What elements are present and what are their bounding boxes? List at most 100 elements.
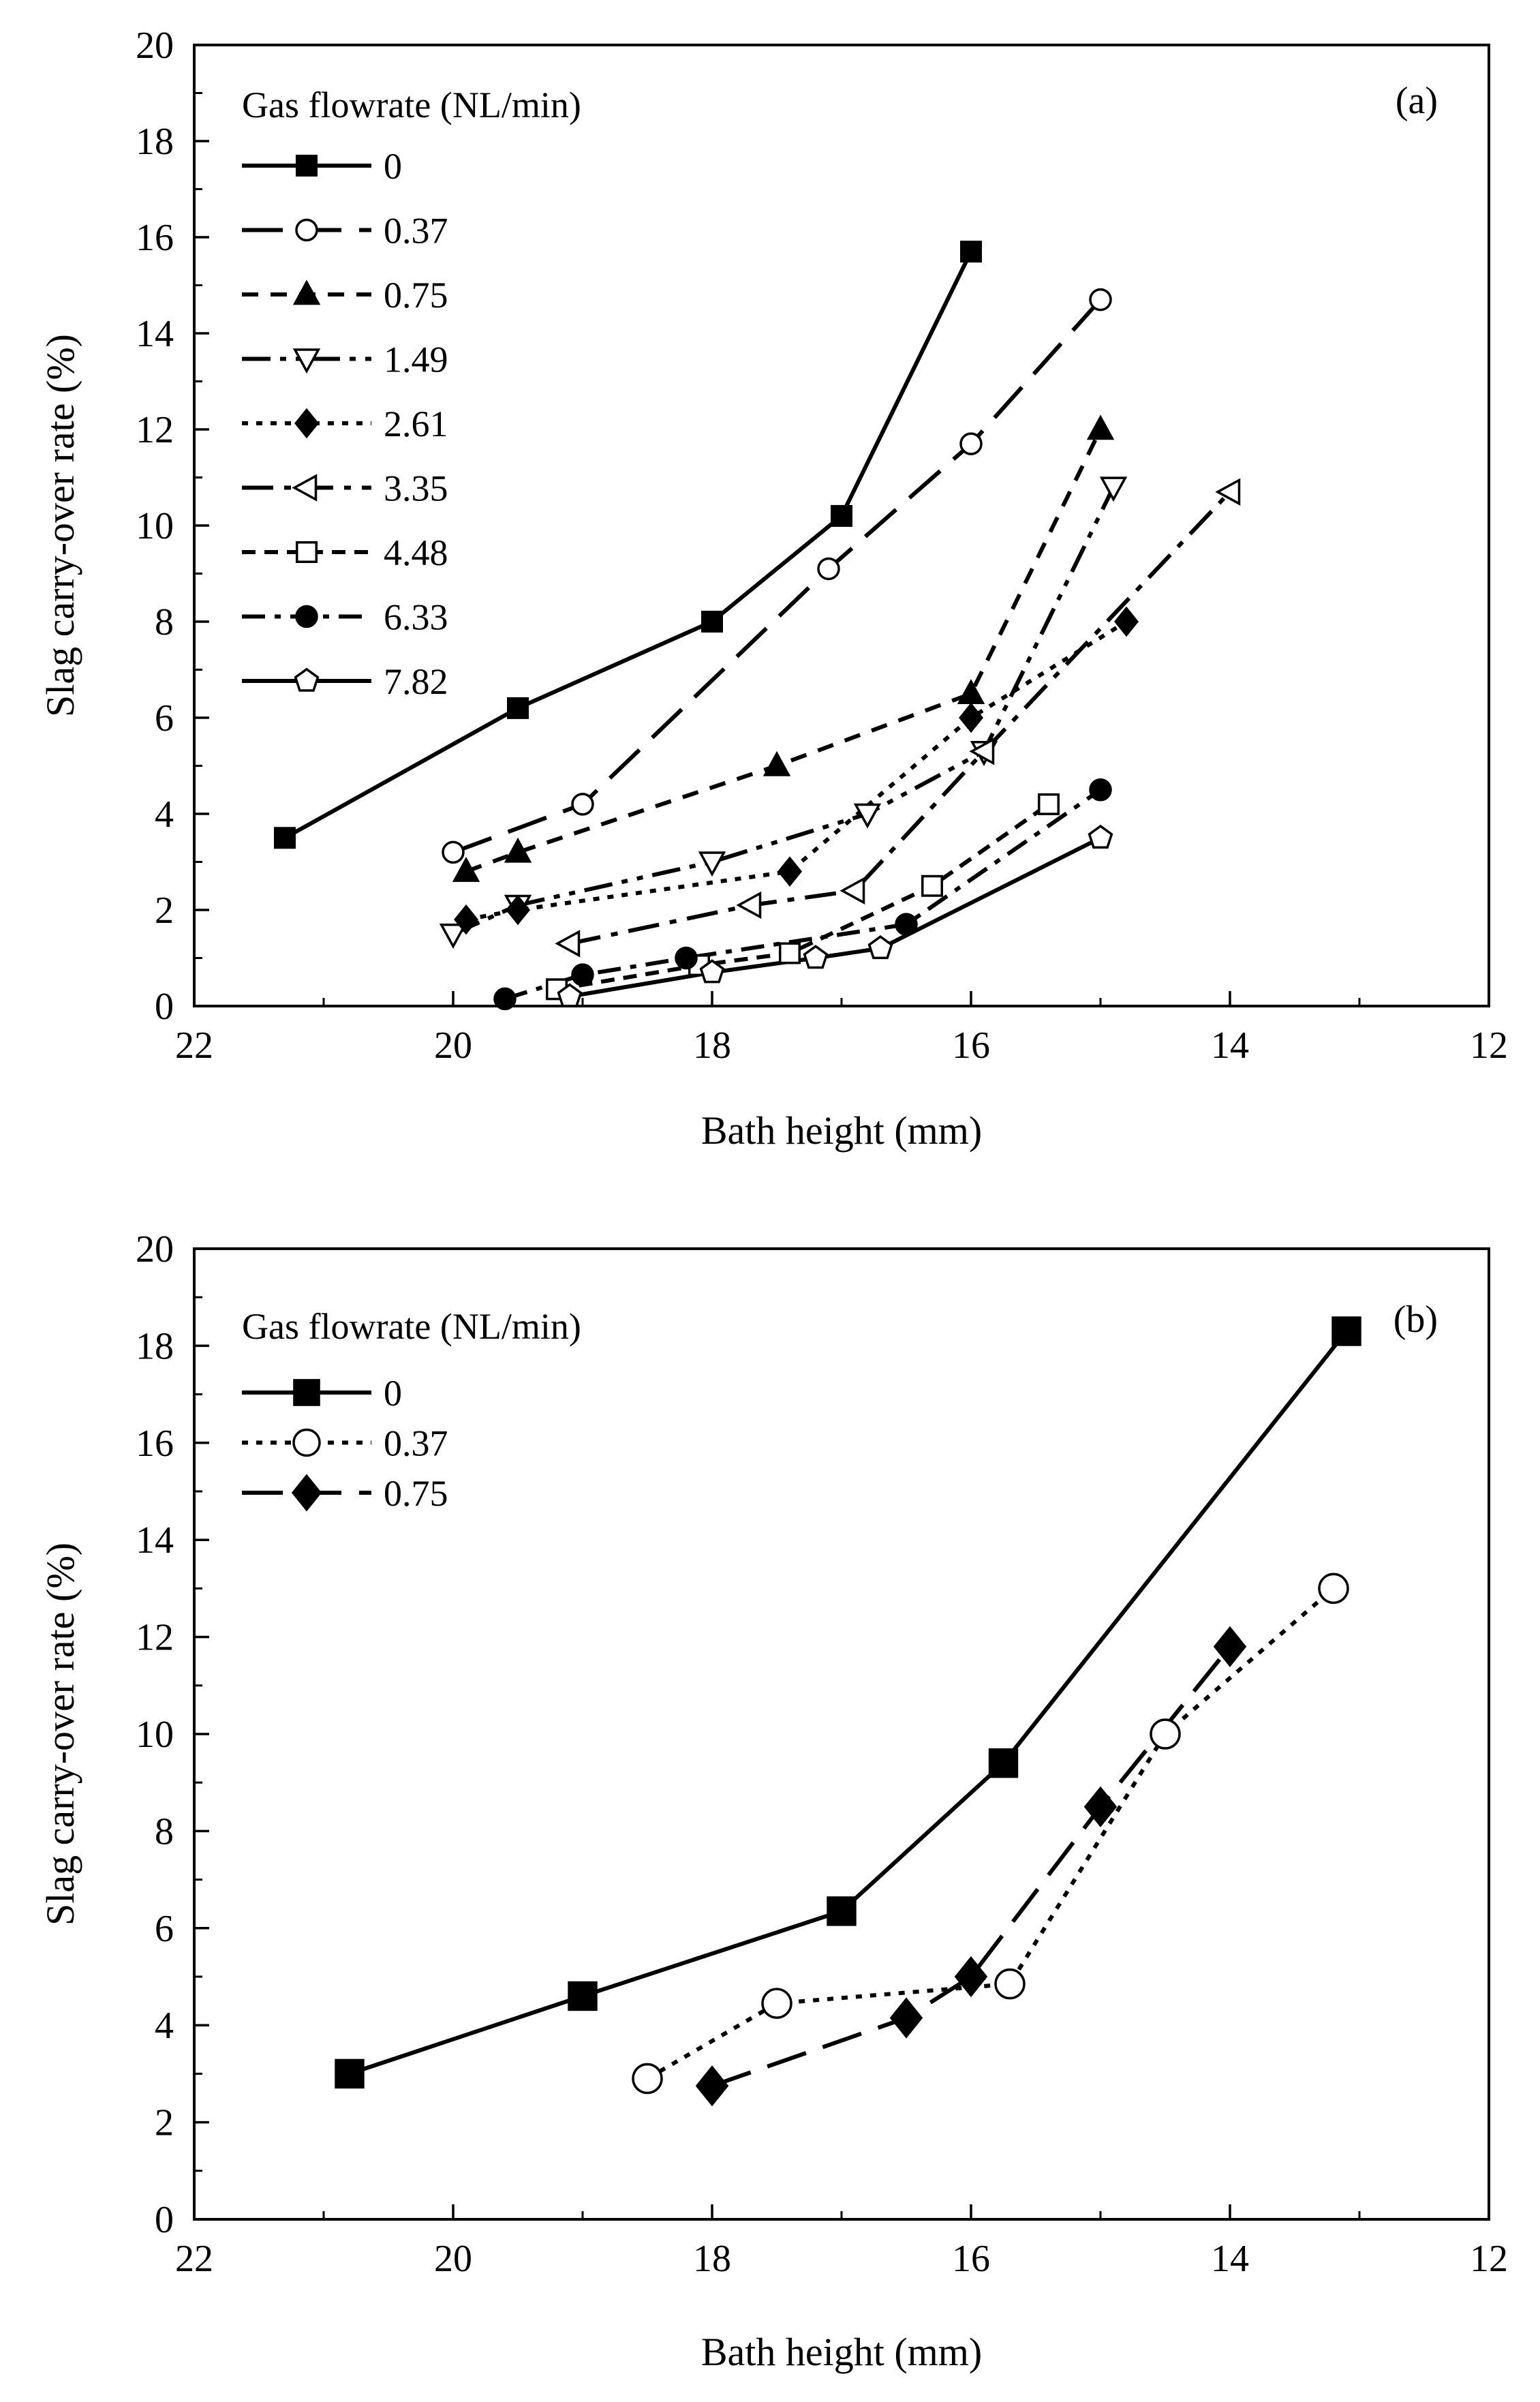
legend-marker [296, 541, 318, 563]
x-tick-label: 22 [175, 1024, 213, 1067]
x-tick-label: 22 [175, 2238, 213, 2280]
data-point-3.35 [969, 738, 995, 765]
legend-marker [292, 279, 321, 305]
y-tick-label: 20 [136, 25, 174, 67]
data-point-7.82 [867, 935, 893, 960]
data-point-0.75 [889, 1997, 923, 2039]
data-point-6.33 [571, 963, 594, 986]
y-tick-label: 14 [136, 313, 174, 355]
legend-label: 0.37 [384, 211, 448, 252]
legend-label: 0 [384, 146, 402, 187]
legend-marker [291, 1474, 322, 1512]
y-tick-label: 12 [136, 409, 174, 451]
data-point-0.75 [763, 750, 791, 776]
data-point-0.37 [959, 432, 983, 455]
legend-label: 4.48 [384, 532, 448, 573]
legend-marker [292, 474, 318, 502]
data-point-0.37 [1150, 1718, 1181, 1750]
x-tick-label: 12 [1470, 1024, 1508, 1067]
data-point-0.75 [695, 2065, 729, 2107]
data-point-0 [827, 1896, 857, 1926]
legend-label: 0.75 [384, 1473, 448, 1514]
data-point-3.35 [736, 891, 762, 919]
y-tick-label: 10 [136, 505, 174, 547]
x-tick-label: 16 [952, 1024, 990, 1067]
x-tick-label: 16 [952, 2238, 990, 2280]
data-point-6.33 [493, 987, 517, 1011]
data-point-2.61 [959, 702, 984, 733]
x-tick-label: 18 [693, 1024, 731, 1067]
x-tick-label: 14 [1211, 2238, 1249, 2280]
y-tick-label: 8 [155, 601, 174, 643]
data-point-0 [988, 1748, 1019, 1778]
data-point-3.35 [840, 877, 865, 904]
x-tick-label: 18 [693, 2238, 731, 2280]
series-line-3.35 [569, 490, 1232, 946]
x-axis-title-b: Bath height (mm) [701, 2330, 982, 2374]
series-markers-a [274, 241, 1241, 1011]
data-point-6.33 [1089, 778, 1112, 802]
x-tick-label: 20 [434, 2238, 472, 2280]
data-point-6.33 [895, 913, 918, 936]
y-tick-label: 18 [136, 1325, 174, 1367]
legend-marker [294, 408, 320, 439]
data-point-0.37 [442, 840, 465, 864]
series-markers-b [335, 1316, 1361, 2107]
y-tick-label: 14 [136, 1519, 174, 1562]
data-point-6.33 [675, 946, 698, 970]
data-point-1.49 [439, 924, 467, 949]
data-point-0 [507, 697, 529, 719]
legend-marker [295, 218, 318, 242]
data-point-1.49 [698, 851, 726, 877]
y-tick-label: 8 [155, 1810, 174, 1853]
legend-label: 0.75 [384, 275, 448, 316]
data-point-7.82 [557, 983, 583, 1007]
series-line-6.33 [504, 788, 1102, 1001]
legend-marker [292, 348, 321, 374]
data-point-0.75 [1086, 414, 1115, 440]
y-tick-label: 12 [136, 1617, 174, 1659]
legend-label: 0 [384, 1373, 402, 1414]
data-point-0 [960, 241, 982, 263]
series-line-0.75 [711, 1645, 1232, 2088]
legend-marker [294, 667, 320, 692]
y-tick-label: 4 [155, 2005, 174, 2047]
data-point-0 [701, 611, 723, 633]
data-point-7.82 [1088, 824, 1113, 849]
data-point-4.48 [1038, 793, 1060, 815]
legend-title-a: Gas flowrate (NL/min) [242, 85, 581, 125]
data-point-3.35 [555, 930, 581, 958]
data-point-2.61 [777, 856, 803, 887]
data-point-1.49 [853, 803, 882, 829]
panel-label-a: (a) [1396, 80, 1438, 122]
series-line-0.75 [465, 428, 1103, 874]
x-tick-label: 14 [1211, 1024, 1249, 1067]
legend-label: 7.82 [384, 661, 448, 702]
data-point-0.37 [1318, 1572, 1349, 1605]
panel-label-b: (b) [1393, 1298, 1438, 1341]
y-tick-label: 0 [155, 2199, 174, 2241]
y-tick-label: 2 [155, 890, 174, 932]
legend-label: 3.35 [384, 468, 448, 509]
panel-a: 22 20 18 16 14 12 0 2 4 6 8 10 12 14 16 18 20 Gas flowra… [38, 25, 1508, 1153]
data-point-0.37 [1089, 288, 1112, 311]
y-tick-label: 16 [136, 217, 174, 259]
legend-label: 2.61 [384, 404, 448, 444]
data-point-0 [274, 827, 296, 849]
legend-label: 1.49 [384, 339, 448, 380]
data-point-1.49 [1099, 476, 1128, 502]
series-lines-b [349, 1330, 1349, 2088]
x-tick-label: 20 [434, 1024, 472, 1067]
legend-marker [292, 1428, 321, 1457]
data-point-0.37 [817, 557, 840, 581]
ticks-a: 22 20 18 16 14 12 0 2 4 6 8 10 12 14 16 18 20 [136, 25, 1508, 1067]
data-point-7.82 [803, 945, 829, 969]
legend-title-b: Gas flowrate (NL/min) [242, 1306, 581, 1347]
data-point-0 [335, 2058, 365, 2089]
panel-b: 22 20 18 16 14 12 0 2 4 6 8 10 12 14 16 18 20 Gas flowra… [38, 1228, 1508, 2374]
legend-a: Gas flowrate (NL/min) 0 0.37 0.75 1.49 2.61 3… [242, 85, 581, 702]
data-point-0.75 [957, 679, 985, 705]
y-axis-title-a: Slag carry-over rate (%) [38, 334, 82, 717]
y-tick-label: 16 [136, 1423, 174, 1465]
